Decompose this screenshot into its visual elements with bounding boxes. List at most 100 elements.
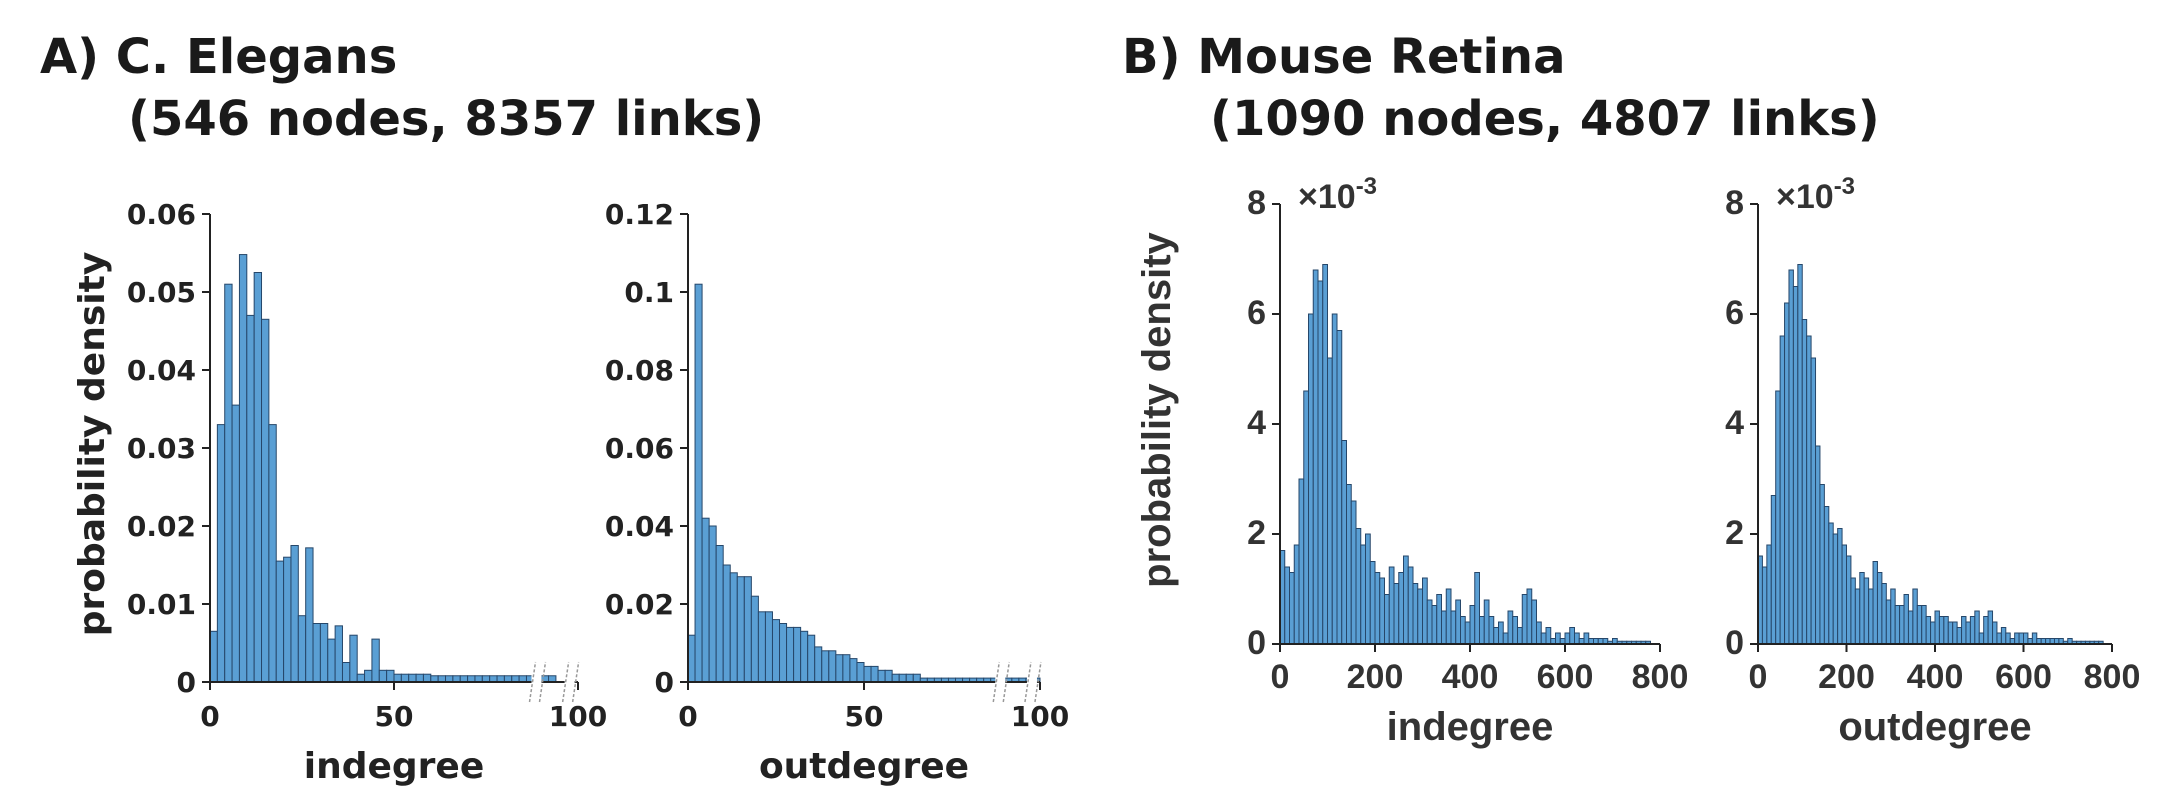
histogram-bar — [1517, 627, 1523, 645]
y-tick-label: 6 — [1247, 294, 1266, 332]
histogram-bar — [1583, 632, 1590, 645]
histogram-bar — [2023, 632, 2029, 645]
histogram-bar — [1792, 286, 1799, 645]
histogram-bar — [828, 650, 837, 683]
histogram-bar — [1479, 616, 1485, 645]
histogram-bar — [1779, 335, 1786, 645]
histogram-bar — [884, 669, 893, 683]
histogram-bar — [364, 669, 373, 683]
y-tick-label: 0 — [177, 666, 196, 699]
histogram-4: 0 2 4 6 8 0 200 400 600 800 outdegree ×10-3 — [1725, 173, 2140, 749]
histogram-bar — [835, 654, 844, 683]
histogram-bar — [1512, 616, 1518, 645]
histogram-bar — [1850, 577, 1856, 645]
histogram-bar — [1872, 561, 1878, 645]
y-tick-label: 0.06 — [127, 198, 196, 231]
histogram-bar — [1521, 594, 1528, 645]
x-tick-label: 50 — [375, 700, 414, 733]
histogram-bar — [1854, 588, 1861, 645]
histogram-bar — [736, 576, 745, 683]
histogram-bar — [297, 615, 307, 683]
histogram-bar — [1961, 616, 1967, 645]
y-tick-label: 0.04 — [605, 510, 674, 543]
axis-break-mark — [992, 661, 1001, 703]
histogram-bar — [1536, 621, 1542, 645]
histogram-bar — [800, 630, 809, 683]
x-axis-label: outdegree — [1838, 705, 2031, 749]
histogram-bar — [701, 517, 710, 683]
panel-b-title: B) Mouse Retina (1090 nodes, 4807 links) — [1122, 26, 1880, 150]
y-tick-label: 0.08 — [605, 354, 674, 387]
y-tick-label: 0.05 — [127, 276, 196, 309]
histogram-bar — [807, 634, 816, 683]
y-tick-label: 0.01 — [127, 588, 196, 621]
histogram-bar — [1569, 627, 1575, 645]
histogram-bar — [1846, 555, 1852, 645]
histogram-bar — [1863, 577, 1870, 645]
y-tick-label: 8 — [1725, 184, 1744, 222]
histogram-bar — [349, 634, 358, 683]
histogram-bar — [1574, 632, 1580, 645]
histogram-bar — [1832, 533, 1839, 645]
histogram-bar — [1431, 605, 1438, 645]
histogram-bar — [722, 564, 731, 683]
histogram-bar — [1289, 572, 1295, 645]
histogram-bar — [1788, 269, 1794, 645]
histogram-bar — [1355, 528, 1362, 645]
histogram-bar — [393, 673, 402, 683]
histogram-bar — [1881, 583, 1887, 645]
histogram-bar — [1969, 616, 1976, 645]
multiplier-base: ×10 — [1776, 178, 1834, 216]
panel-a-title-line1: A) C. Elegans — [40, 29, 398, 85]
histogram-bar — [1455, 599, 1461, 645]
histogram-bar — [312, 623, 321, 683]
histogram-bar — [327, 638, 336, 683]
histogram-bar — [1974, 610, 1980, 645]
x-axis-label: outdegree — [759, 746, 969, 787]
y-tick-label: 2 — [1247, 514, 1266, 552]
multiplier-exponent: -3 — [1356, 173, 1377, 200]
histogram-bar — [224, 283, 233, 683]
histogram-bar — [275, 560, 285, 683]
histogram-bar — [1493, 627, 1499, 645]
histogram-bar — [1507, 610, 1514, 645]
histogram-bar — [356, 673, 366, 683]
histogram-bar — [1464, 621, 1471, 645]
histogram-bar — [1502, 632, 1509, 645]
histogram-bar — [1298, 478, 1305, 645]
multiplier-base: ×10 — [1298, 178, 1356, 216]
y-axis-label: probability density — [72, 252, 113, 637]
histogram-bar — [1531, 599, 1537, 645]
histogram-bar — [1943, 616, 1949, 645]
histogram-bar — [1761, 566, 1768, 645]
histogram-bar — [1823, 506, 1830, 645]
multiplier-exponent: -3 — [1834, 173, 1855, 200]
histogram-bar — [757, 611, 766, 683]
histogram-bar — [341, 662, 351, 683]
histogram-bar — [1770, 495, 1777, 645]
histogram-bar — [849, 658, 858, 683]
histogram-bar — [1992, 621, 1998, 645]
histogram-bar — [715, 545, 724, 683]
x-axis-label: indegree — [1387, 705, 1554, 749]
histogram-bar — [2018, 632, 2024, 645]
histogram-bar — [1407, 566, 1414, 645]
histogram-bar — [231, 404, 240, 683]
histogram-bar — [1445, 588, 1452, 645]
histogram-bar — [305, 547, 314, 683]
histogram-bar — [1341, 440, 1347, 645]
x-tick-label: 600 — [1537, 658, 1594, 696]
histogram-bar — [1921, 605, 1927, 645]
histogram-bar — [1393, 583, 1400, 645]
histogram-bar — [386, 669, 395, 683]
histogram-bar — [1474, 572, 1480, 645]
histogram-bar — [1815, 445, 1821, 645]
histogram-bar — [378, 669, 388, 683]
histogram-bar — [1350, 500, 1357, 645]
panel-a-title-line2: (546 nodes, 8357 links) — [128, 91, 765, 147]
histogram-bar — [261, 318, 270, 683]
y-tick-label: 2 — [1725, 514, 1744, 552]
histogram-bar — [821, 650, 830, 683]
histogram-bar — [1293, 544, 1300, 645]
